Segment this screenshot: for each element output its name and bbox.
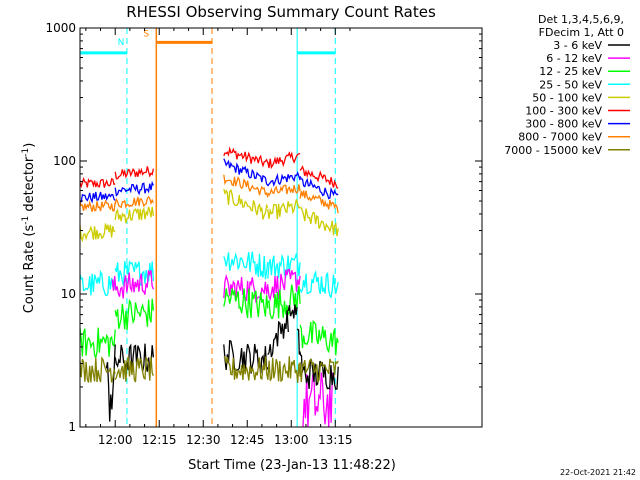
series-line xyxy=(111,270,155,299)
x-axis-label: Start Time (23-Jan-13 11:48:22) xyxy=(188,458,396,473)
series-line xyxy=(299,269,339,299)
x-tick-label: 12:00 xyxy=(98,433,133,447)
y-axis-label-end: ) xyxy=(22,143,37,148)
series-50-100-keV xyxy=(79,188,339,243)
series-line xyxy=(79,327,116,360)
plot-frame xyxy=(79,27,483,428)
y-axis-label: Count Rate (s-1 detector-1) xyxy=(21,143,37,314)
legend-label: 3 - 6 keV xyxy=(553,39,602,52)
series-line xyxy=(267,151,301,170)
series-line xyxy=(223,146,269,168)
legend-label: 6 - 12 keV xyxy=(546,52,602,65)
series-line xyxy=(299,206,339,237)
y-tick-label: 10 xyxy=(61,287,76,301)
chart-title: RHESSI Observing Summary Count Rates xyxy=(126,3,436,21)
x-tick-label: 13:15 xyxy=(318,433,353,447)
y-tick-label: 100 xyxy=(53,154,76,168)
legend-label: 7000 - 15000 keV xyxy=(504,144,602,157)
y-axis-label-sup2: -1 xyxy=(21,148,31,157)
series-line xyxy=(223,355,301,383)
series-line xyxy=(299,320,339,356)
legend-header-attenuator: FDecim 1, Att 0 xyxy=(539,26,624,39)
series-line xyxy=(299,165,339,189)
legend-label: 800 - 7000 keV xyxy=(518,131,602,144)
series-line xyxy=(299,176,339,200)
series-line xyxy=(79,356,116,383)
series-line xyxy=(267,171,301,188)
series-line xyxy=(299,190,339,214)
series-line xyxy=(299,357,339,383)
series-line xyxy=(114,298,155,330)
night-label: N xyxy=(118,38,125,48)
x-tick-label: 12:15 xyxy=(142,433,177,447)
legend-header-detectors: Det 1,3,4,5,6,9, xyxy=(538,13,624,26)
series-line xyxy=(267,253,301,279)
y-axis-label-mid: detector xyxy=(22,156,37,216)
series-line xyxy=(105,344,116,422)
series-12-25-keV xyxy=(79,284,339,360)
y-axis-label-sup1: -1 xyxy=(21,216,31,225)
x-tick-label: 13:00 xyxy=(274,433,309,447)
legend-label: 25 - 50 keV xyxy=(539,78,602,91)
plot-area: NS xyxy=(79,28,339,428)
series-line xyxy=(79,176,116,189)
series-line xyxy=(223,158,269,186)
y-tick-label: 1000 xyxy=(45,21,76,35)
series-line xyxy=(223,188,269,220)
series-300-800-keV xyxy=(79,158,339,204)
series-line xyxy=(114,355,154,383)
series-line xyxy=(287,304,298,319)
series-line xyxy=(79,199,116,212)
series-line xyxy=(267,284,301,319)
y-tick-label: 1 xyxy=(68,420,76,434)
series-line xyxy=(114,180,154,197)
series-line xyxy=(223,288,269,319)
series-line xyxy=(114,206,155,224)
legend: Det 1,3,4,5,6,9, FDecim 1, Att 0 3 - 6 k… xyxy=(504,13,630,157)
series-25-50-keV xyxy=(79,251,339,299)
series-line xyxy=(79,191,116,204)
series-line xyxy=(267,310,289,358)
series-line xyxy=(114,343,155,373)
series-line xyxy=(267,269,301,302)
series-line xyxy=(114,195,154,209)
series-line xyxy=(267,184,301,197)
series-line xyxy=(114,166,155,180)
x-tick-label: 12:30 xyxy=(186,433,221,447)
saa-label: S xyxy=(143,29,149,39)
series-800-7000-keV xyxy=(79,174,339,214)
series-100-300-keV xyxy=(79,146,339,189)
series-line xyxy=(114,260,155,287)
series-line xyxy=(223,174,269,198)
x-tick-label: 12:45 xyxy=(230,433,265,447)
legend-label: 50 - 100 keV xyxy=(532,91,602,104)
legend-label: 12 - 25 keV xyxy=(539,65,602,78)
legend-label: 100 - 300 keV xyxy=(525,105,602,118)
y-axis: 1 10 100 1000 xyxy=(45,21,482,434)
legend-label: 300 - 800 keV xyxy=(525,118,602,131)
series-7000-15000-keV xyxy=(79,355,339,383)
series-line xyxy=(79,270,116,296)
series-line xyxy=(79,223,116,243)
series-line xyxy=(267,199,301,220)
series-line xyxy=(223,251,269,280)
generation-timestamp: 22-Oct-2021 21:42 xyxy=(560,468,636,477)
y-axis-label-main: Count Rate (s xyxy=(22,225,37,314)
x-axis: 12:00 12:15 12:30 12:45 13:00 13:15 xyxy=(85,28,353,447)
